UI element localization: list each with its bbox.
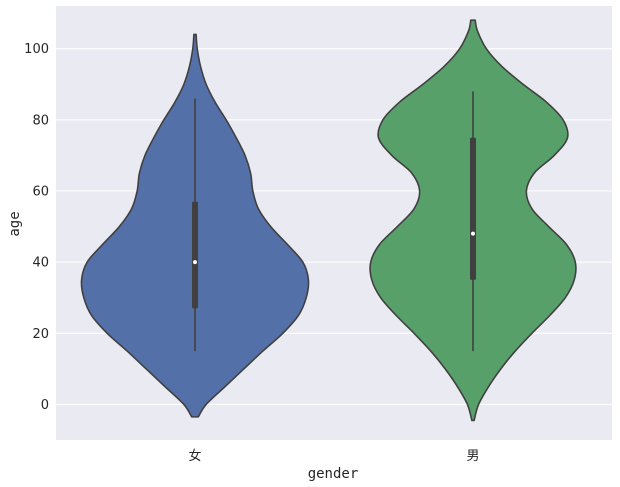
y-tick-label: 60 [32,184,49,199]
y-axis-title: age [7,211,23,236]
y-tick-labels: 0 20 40 60 80 100 [24,42,49,413]
x-tick-labels: 女男 [188,448,479,464]
y-tick-label: 40 [32,256,49,271]
watermark-text: iPythonistas [515,453,600,469]
y-tick-label: 0 [41,398,49,413]
median-point [193,260,197,265]
iqr-box [470,137,476,280]
y-tick-label: 100 [24,42,49,57]
watermark: iPythonistas [492,452,600,470]
inner-boxes [192,91,476,352]
x-tick-label: 男 [466,449,479,464]
y-tick-label: 20 [32,327,49,342]
iqr-box [192,201,198,309]
wechat-icon [492,452,515,470]
median-point [471,231,475,236]
y-tick-label: 80 [32,113,49,128]
x-axis-title: gender [308,466,359,482]
x-tick-label: 女 [188,448,201,464]
